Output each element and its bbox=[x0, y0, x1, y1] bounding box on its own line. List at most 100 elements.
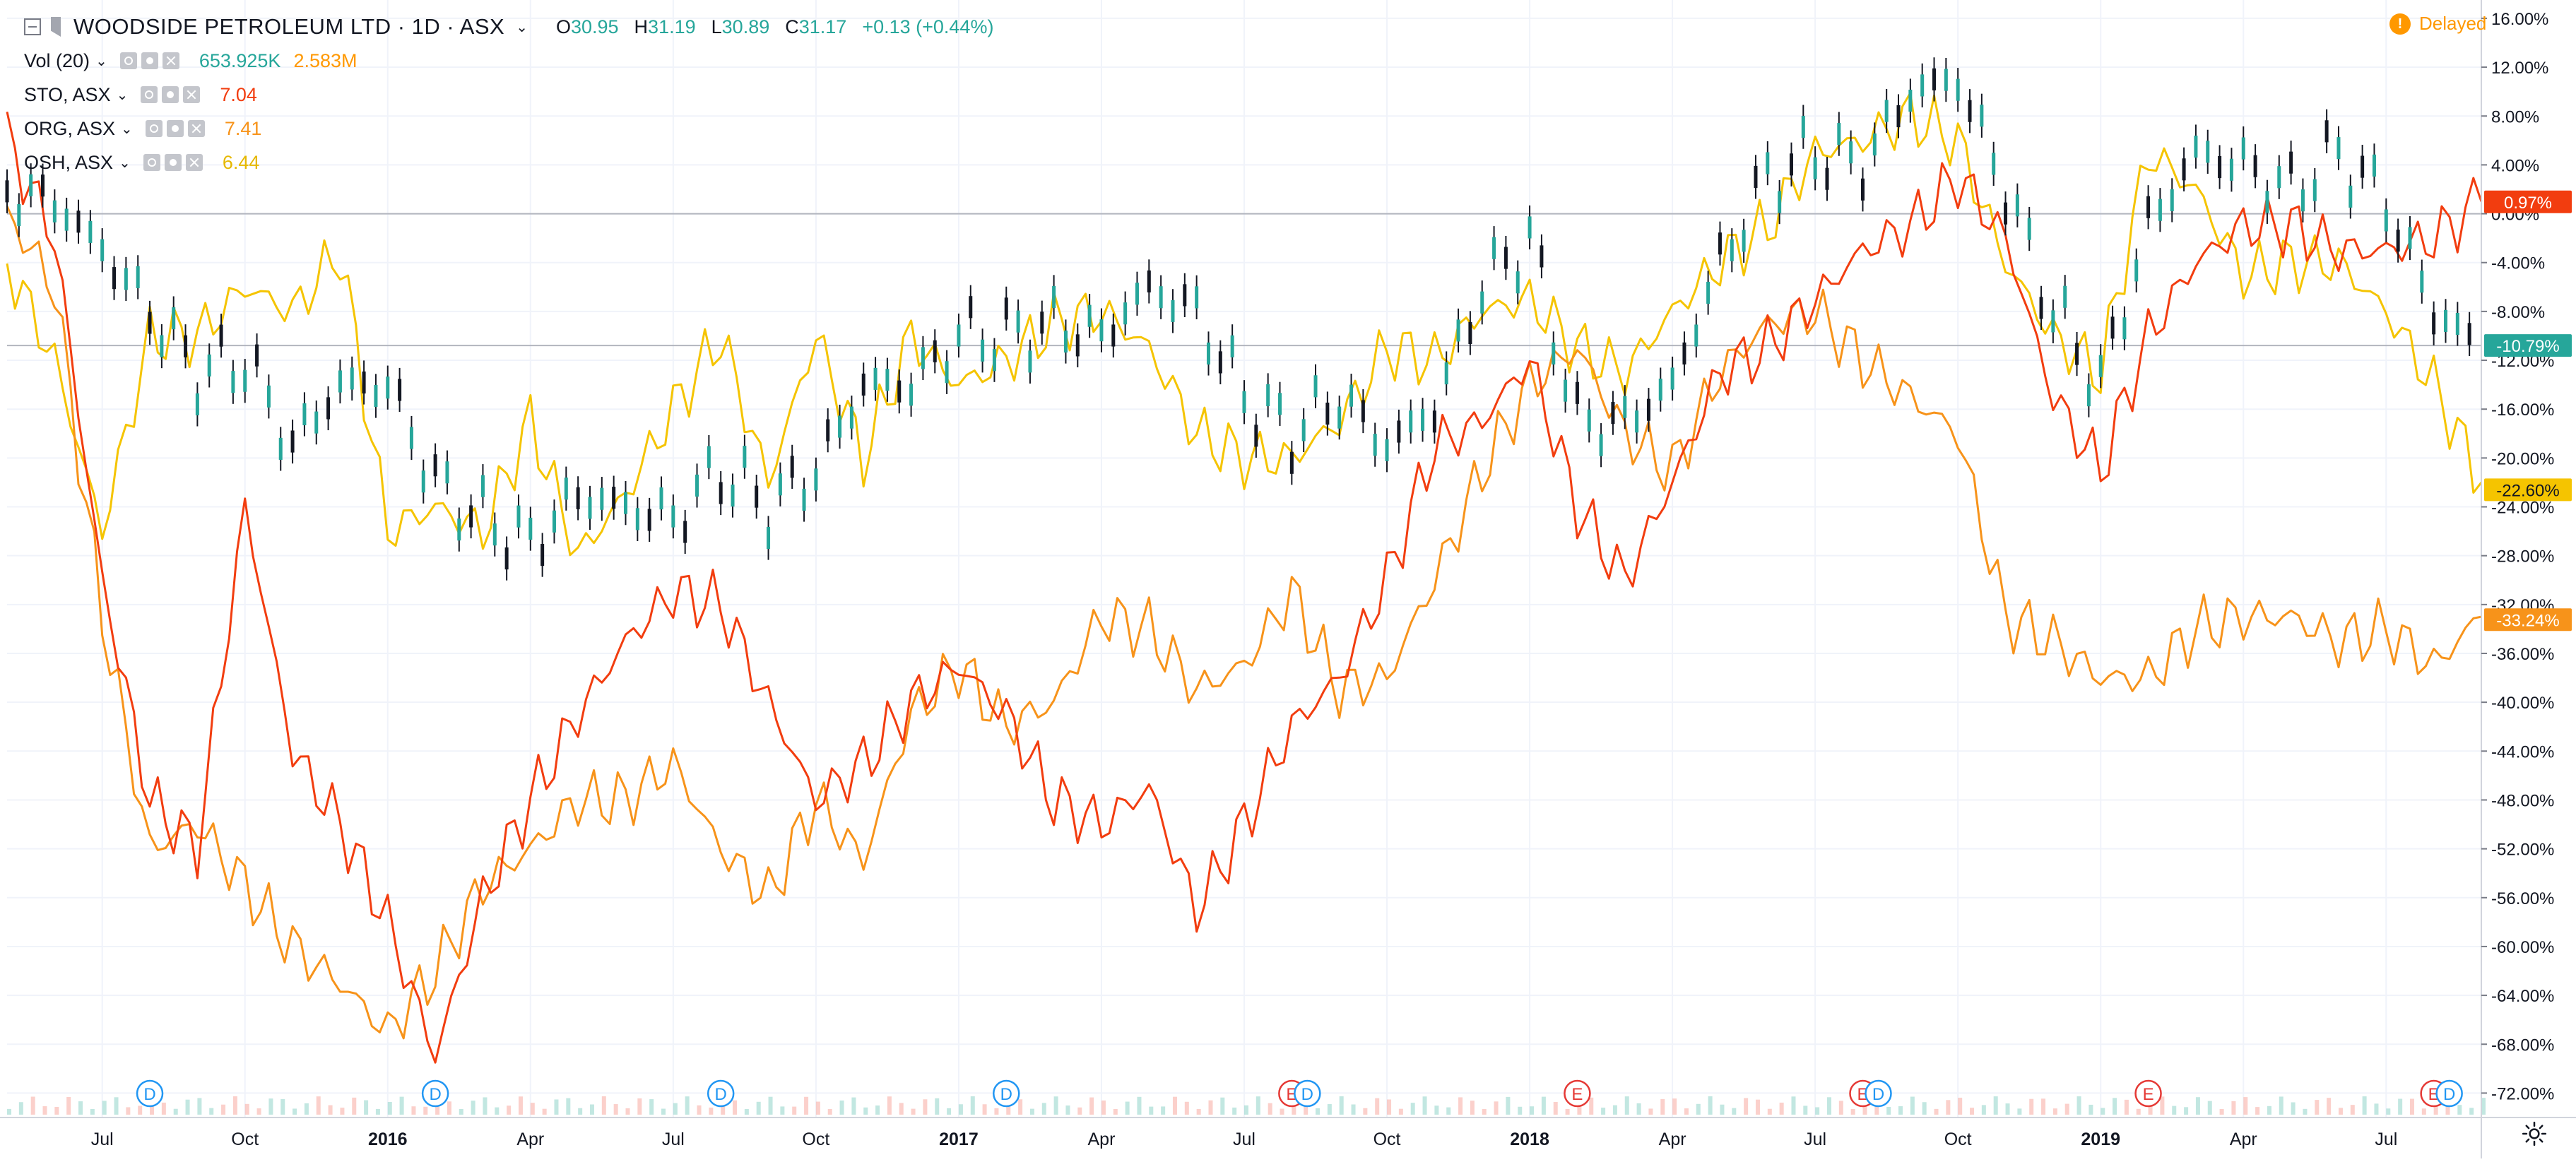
close-icon[interactable] bbox=[187, 120, 205, 137]
flag-icon[interactable] bbox=[51, 17, 61, 37]
compare-label[interactable]: ORG, ASX bbox=[24, 117, 116, 139]
volume-bar bbox=[2184, 1107, 2189, 1115]
candle-body bbox=[2110, 316, 2115, 339]
volume-bar bbox=[1434, 1105, 1439, 1115]
volume-bar bbox=[328, 1105, 333, 1115]
volume-bar bbox=[2029, 1098, 2034, 1115]
volume-bar bbox=[1255, 1096, 1260, 1115]
volume-bar bbox=[1232, 1107, 1237, 1115]
candle-body bbox=[2384, 209, 2388, 232]
candle-body bbox=[683, 521, 687, 543]
event-marker bbox=[2134, 1079, 2162, 1108]
candle-body bbox=[1242, 391, 1246, 413]
gear-icon[interactable] bbox=[164, 154, 182, 171]
candle-body bbox=[2361, 155, 2365, 178]
candle-body bbox=[2241, 137, 2245, 160]
candle-body bbox=[1825, 167, 1829, 190]
candle-body bbox=[1206, 342, 1210, 365]
candle-body bbox=[2194, 135, 2198, 158]
candle-body bbox=[278, 437, 283, 460]
gear-icon[interactable] bbox=[166, 120, 184, 137]
volume-bar bbox=[2481, 1098, 2486, 1115]
candle-body bbox=[1528, 216, 1532, 239]
volume-label[interactable]: Vol (20) bbox=[24, 49, 90, 71]
chevron-down-icon[interactable]: ⌄ bbox=[119, 155, 131, 171]
candle-body bbox=[17, 203, 21, 227]
chevron-down-icon[interactable]: ⌄ bbox=[116, 87, 129, 103]
volume-bar bbox=[673, 1103, 678, 1115]
volume-bar bbox=[2041, 1098, 2046, 1115]
candle-body bbox=[528, 517, 533, 540]
gear-icon[interactable] bbox=[141, 52, 158, 69]
candle-body bbox=[41, 174, 45, 197]
volume-bar bbox=[899, 1103, 904, 1115]
candle-body bbox=[671, 505, 675, 528]
candle-body bbox=[969, 296, 973, 319]
eye-icon[interactable] bbox=[145, 120, 163, 137]
candle-body bbox=[707, 446, 711, 468]
chevron-down-icon[interactable]: ⌄ bbox=[121, 121, 133, 137]
volume-bar bbox=[530, 1103, 535, 1115]
candle-body bbox=[600, 487, 604, 510]
event-marker-label: D bbox=[1301, 1085, 1313, 1104]
candle-body bbox=[957, 324, 961, 347]
candle-body bbox=[1432, 410, 1436, 433]
volume-bar bbox=[1149, 1106, 1154, 1115]
volume-bar bbox=[1398, 1108, 1403, 1115]
volume-bar bbox=[447, 1101, 451, 1115]
volume-bar bbox=[1018, 1099, 1023, 1115]
volume-bar bbox=[1351, 1104, 1356, 1115]
y-tick-label: -4.00% bbox=[2491, 254, 2545, 273]
volume-bar bbox=[459, 1108, 463, 1115]
candle-body bbox=[100, 239, 105, 261]
volume-bar bbox=[1624, 1096, 1629, 1115]
gear-icon[interactable] bbox=[162, 86, 179, 103]
candle-body bbox=[1111, 324, 1116, 347]
x-tick-label: Jul bbox=[662, 1130, 685, 1149]
chevron-down-icon[interactable]: ⌄ bbox=[95, 53, 107, 69]
candle-body bbox=[1706, 281, 1711, 304]
volume-bar bbox=[2064, 1103, 2069, 1115]
candle-body bbox=[290, 430, 295, 453]
candle-body bbox=[1409, 410, 1413, 433]
chevron-down-icon[interactable]: ⌄ bbox=[516, 19, 528, 35]
settings-gear-icon[interactable] bbox=[2521, 1120, 2548, 1147]
close-icon[interactable] bbox=[162, 52, 179, 69]
candle-body bbox=[457, 518, 461, 541]
compare-label[interactable]: STO, ASX bbox=[24, 83, 111, 105]
symbol-title[interactable]: WOODSIDE PETROLEUM LTD · 1D · ASX bbox=[73, 14, 505, 39]
volume-bar bbox=[589, 1104, 594, 1115]
volume-bar bbox=[1684, 1108, 1689, 1115]
compare-row-sto: STO, ASX ⌄ 7.04 bbox=[10, 78, 993, 112]
candle-body bbox=[552, 510, 556, 533]
delayed-indicator[interactable]: ! Delayed bbox=[2389, 13, 2486, 35]
volume-bar bbox=[30, 1096, 35, 1115]
compare-label[interactable]: OSH, ASX bbox=[24, 151, 114, 173]
volume-bar bbox=[1518, 1106, 1523, 1115]
candle-body bbox=[1789, 153, 1793, 176]
candle-body bbox=[398, 379, 402, 401]
volume-bar bbox=[994, 1108, 999, 1115]
candle-body bbox=[695, 474, 699, 497]
candle-body bbox=[981, 339, 985, 362]
close-icon[interactable] bbox=[183, 86, 201, 103]
volume-bar bbox=[2195, 1097, 2200, 1115]
eye-icon[interactable] bbox=[143, 154, 160, 171]
volume-bar bbox=[1958, 1097, 1963, 1115]
x-tick-label: Apr bbox=[516, 1130, 544, 1149]
ohlc-close: C31.17 bbox=[785, 16, 847, 37]
candle-body bbox=[2098, 355, 2103, 377]
candle-body bbox=[933, 340, 937, 362]
compare-row-org: ORG, ASX ⌄ 7.41 bbox=[10, 112, 993, 146]
eye-icon[interactable] bbox=[141, 86, 158, 103]
eye-icon[interactable] bbox=[119, 52, 137, 69]
candle-body bbox=[1075, 334, 1080, 357]
candle-body bbox=[1778, 191, 1782, 213]
candle-body bbox=[469, 505, 473, 528]
candle-body bbox=[314, 411, 319, 434]
collapse-icon[interactable] bbox=[24, 18, 41, 35]
volume-bar bbox=[1767, 1108, 1772, 1115]
close-icon[interactable] bbox=[185, 154, 203, 171]
